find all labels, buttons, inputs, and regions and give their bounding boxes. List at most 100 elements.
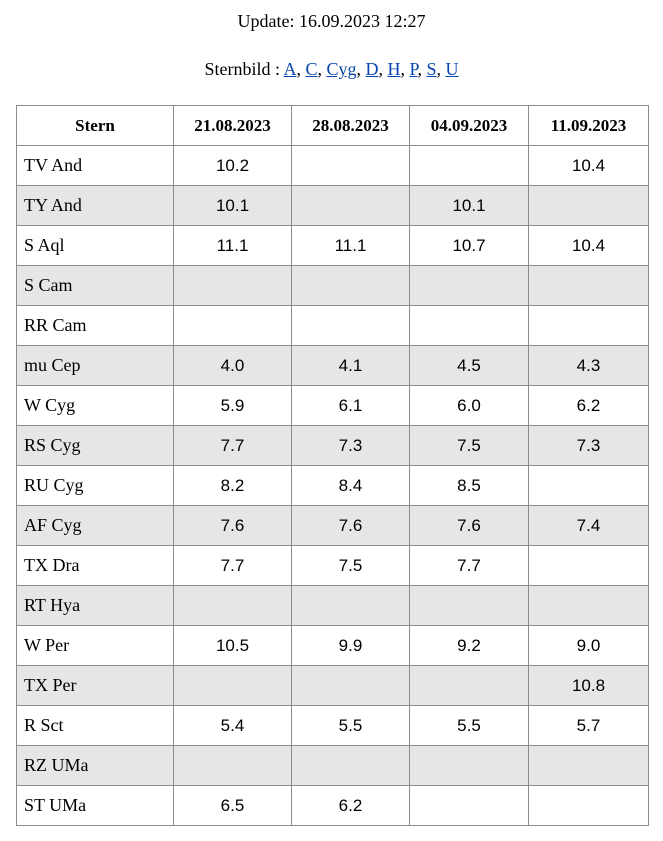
magnitude-cell: 5.5 xyxy=(409,705,529,746)
magnitude-cell xyxy=(528,185,649,226)
star-name: RS Cyg xyxy=(16,425,174,466)
separator: , xyxy=(296,59,301,79)
magnitude-cell: 7.7 xyxy=(173,425,292,466)
magnitude-cell: 8.2 xyxy=(173,465,292,506)
magnitude-cell xyxy=(409,585,529,626)
separator: , xyxy=(356,59,362,79)
magnitude-cell xyxy=(173,585,292,626)
magnitude-cell xyxy=(173,265,292,306)
magnitude-cell xyxy=(291,185,410,226)
table-row: RT Hya xyxy=(16,585,649,626)
magnitude-cell xyxy=(409,145,529,186)
constellation-link[interactable]: S xyxy=(426,59,437,79)
magnitude-cell: 6.1 xyxy=(291,385,410,426)
constellation-link[interactable]: Cyg xyxy=(326,59,357,79)
magnitude-cell: 4.3 xyxy=(528,345,649,386)
magnitude-cell: 6.2 xyxy=(528,385,649,426)
star-name: RU Cyg xyxy=(16,465,174,506)
table-row: ST UMa 6.5 6.2 xyxy=(16,785,649,826)
magnitude-cell xyxy=(528,585,649,626)
magnitude-cell: 7.5 xyxy=(409,425,529,466)
magnitude-cell: 6.2 xyxy=(291,785,410,826)
star-name: mu Cep xyxy=(16,345,174,386)
magnitude-cell: 10.7 xyxy=(409,225,529,266)
constellation-link[interactable]: C xyxy=(305,59,318,79)
magnitude-cell xyxy=(291,585,410,626)
star-name: R Sct xyxy=(16,705,174,746)
magnitude-cell xyxy=(409,265,529,306)
magnitude-cell: 5.9 xyxy=(173,385,292,426)
star-name: S Aql xyxy=(16,225,174,266)
table-row: RZ UMa xyxy=(16,745,649,786)
star-name: RZ UMa xyxy=(16,745,174,786)
constellation-link[interactable]: D xyxy=(365,59,379,79)
magnitude-cell: 8.4 xyxy=(291,465,410,506)
star-name: S Cam xyxy=(16,265,174,306)
magnitude-cell: 11.1 xyxy=(291,225,410,266)
magnitude-cell: 7.6 xyxy=(173,505,292,546)
magnitude-cell xyxy=(173,665,292,706)
magnitude-cell xyxy=(528,545,649,586)
magnitude-cell xyxy=(528,265,649,306)
magnitude-cell: 6.0 xyxy=(409,385,529,426)
table-row: RS Cyg 7.7 7.3 7.5 7.3 xyxy=(16,425,649,466)
table-row: W Cyg 5.9 6.1 6.0 6.2 xyxy=(16,385,649,426)
magnitude-cell xyxy=(291,145,410,186)
constellation-link[interactable]: A xyxy=(283,59,297,79)
magnitude-cell: 10.4 xyxy=(528,145,649,186)
table-row: RR Cam xyxy=(16,305,649,346)
magnitude-cell: 7.7 xyxy=(173,545,292,586)
table-row: S Aql 11.1 11.1 10.7 10.4 xyxy=(16,225,649,266)
magnitude-cell: 7.6 xyxy=(409,505,529,546)
magnitude-cell: 7.5 xyxy=(291,545,410,586)
magnitude-cell xyxy=(291,305,410,346)
magnitude-cell xyxy=(409,665,529,706)
table-row: TX Per 10.8 xyxy=(16,665,649,706)
star-name: W Per xyxy=(16,625,174,666)
separator: , xyxy=(436,59,442,79)
star-name: W Cyg xyxy=(16,385,174,426)
constellation-link[interactable]: P xyxy=(409,59,418,79)
magnitude-cell: 9.2 xyxy=(409,625,529,666)
magnitude-cell: 10.2 xyxy=(173,145,292,186)
magnitude-cell: 4.1 xyxy=(291,345,410,386)
nav-label: Sternbild : xyxy=(204,59,280,79)
star-name: ST UMa xyxy=(16,785,174,826)
magnitude-cell: 6.5 xyxy=(173,785,292,826)
column-header: Stern xyxy=(16,105,174,146)
constellation-link[interactable]: H xyxy=(387,59,401,79)
table-row: AF Cyg 7.6 7.6 7.6 7.4 xyxy=(16,505,649,546)
magnitude-cell: 10.4 xyxy=(528,225,649,266)
table-body: TV And 10.2 10.4 TY And 10.1 10.1 S Aql 11.1 11.… xyxy=(16,145,649,826)
magnitude-cell xyxy=(409,745,529,786)
magnitude-cell: 9.0 xyxy=(528,625,649,666)
magnitude-cell: 4.0 xyxy=(173,345,292,386)
table-row: TV And 10.2 10.4 xyxy=(16,145,649,186)
magnitude-cell xyxy=(528,785,649,826)
table-row: TY And 10.1 10.1 xyxy=(16,185,649,226)
magnitude-cell: 7.3 xyxy=(291,425,410,466)
magnitude-cell xyxy=(528,465,649,506)
magnitude-cell xyxy=(409,305,529,346)
magnitude-cell xyxy=(173,305,292,346)
magnitude-cell: 10.5 xyxy=(173,625,292,666)
constellation-nav: Sternbild : A, C, Cyg, D, H, P, S, U xyxy=(0,59,663,80)
magnitude-cell xyxy=(291,745,410,786)
magnitude-cell xyxy=(173,745,292,786)
magnitude-cell: 4.5 xyxy=(409,345,529,386)
magnitude-cell: 10.1 xyxy=(173,185,292,226)
table-row: mu Cep 4.0 4.1 4.5 4.3 xyxy=(16,345,649,386)
data-table: Stern 21.08.2023 28.08.2023 04.09.2023 11.09… xyxy=(16,105,649,826)
star-name: AF Cyg xyxy=(16,505,174,546)
table-row: W Per 10.5 9.9 9.2 9.0 xyxy=(16,625,649,666)
column-header: 04.09.2023 xyxy=(409,105,529,146)
table-row: S Cam xyxy=(16,265,649,306)
magnitude-cell xyxy=(291,265,410,306)
magnitude-cell xyxy=(409,785,529,826)
column-header: 28.08.2023 xyxy=(291,105,410,146)
constellation-link[interactable]: U xyxy=(445,59,459,79)
magnitude-cell: 7.3 xyxy=(528,425,649,466)
magnitude-cell: 9.9 xyxy=(291,625,410,666)
separator: , xyxy=(400,59,406,79)
magnitude-cell xyxy=(528,305,649,346)
